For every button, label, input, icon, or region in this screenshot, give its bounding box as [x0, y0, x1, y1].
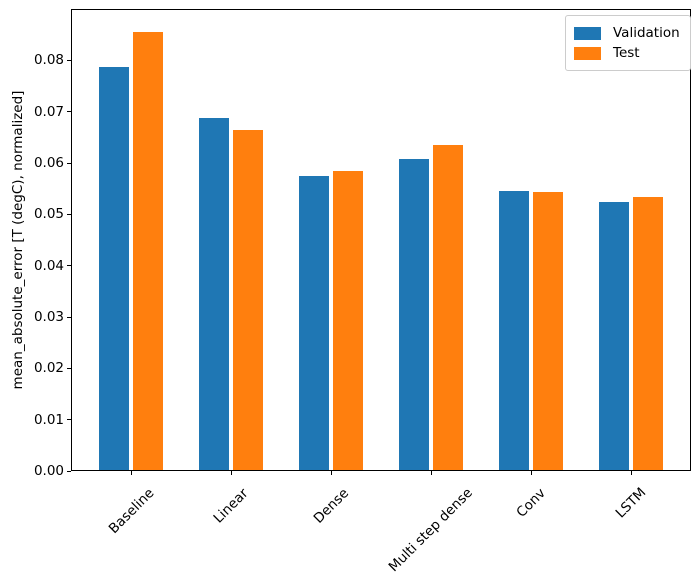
- bar-multi-step-dense-validation: [399, 158, 429, 471]
- y-tick: [67, 59, 71, 61]
- y-tick-label: 0.05: [33, 206, 64, 223]
- bar-baseline-test: [133, 32, 163, 471]
- y-tick-label: 0.00: [33, 463, 64, 479]
- x-tick-label-dense: Dense: [310, 485, 352, 527]
- y-tick-label: 0.07: [33, 103, 64, 120]
- legend-label-test: Test: [613, 45, 640, 61]
- y-tick: [67, 316, 71, 318]
- legend-item-test: Test: [574, 45, 680, 61]
- x-tick-label-linear: Linear: [210, 485, 252, 526]
- bar-linear-test: [233, 130, 263, 471]
- y-tick: [67, 419, 71, 421]
- legend: Validation Test: [565, 15, 691, 71]
- bar-lstm-test: [633, 196, 663, 471]
- bar-conv-validation: [499, 191, 529, 471]
- x-tick-label-baseline: Baseline: [105, 484, 158, 537]
- bar-baseline-validation: [99, 67, 129, 471]
- x-tick: [430, 471, 432, 475]
- validation-color-swatch: [574, 26, 601, 40]
- y-tick-label: 0.03: [33, 309, 64, 325]
- x-tick-label-lstm: LSTM: [612, 484, 650, 522]
- test-color-swatch: [574, 46, 601, 60]
- y-tick: [67, 470, 71, 472]
- bar-lstm-validation: [599, 202, 629, 471]
- x-tick: [630, 471, 632, 475]
- x-tick: [230, 471, 232, 475]
- x-tick: [130, 471, 132, 475]
- bar-linear-validation: [199, 117, 229, 471]
- bar-dense-validation: [299, 176, 329, 471]
- x-tick: [530, 471, 532, 475]
- y-tick-label: 0.04: [33, 257, 64, 274]
- y-tick: [67, 111, 71, 113]
- bar-multi-step-dense-test: [433, 145, 463, 471]
- plot-area: [71, 9, 691, 471]
- x-tick-label-multi-step-dense: Multi step dense: [385, 485, 476, 576]
- y-tick: [67, 213, 71, 215]
- y-tick-label: 0.02: [33, 360, 64, 377]
- x-tick: [330, 471, 332, 475]
- y-tick-label: 0.08: [33, 52, 64, 69]
- y-tick: [67, 367, 71, 369]
- x-tick-label-conv: Conv: [513, 484, 549, 521]
- y-tick: [67, 265, 71, 267]
- y-tick-label: 0.06: [33, 155, 64, 171]
- bar-dense-test: [333, 171, 363, 471]
- y-tick: [67, 162, 71, 164]
- bar-conv-test: [533, 192, 563, 471]
- y-axis-label: mean_absolute_error [T (degC), normalize…: [10, 90, 26, 390]
- legend-label-validation: Validation: [613, 25, 680, 41]
- y-tick-label: 0.01: [33, 411, 64, 428]
- legend-item-validation: Validation: [574, 25, 680, 41]
